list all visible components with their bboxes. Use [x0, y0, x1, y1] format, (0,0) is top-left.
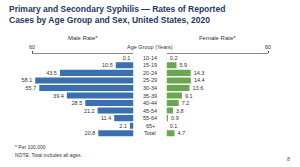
svg-text:15-19: 15-19 [143, 62, 157, 68]
svg-text:Male Rate*: Male Rate* [68, 35, 98, 41]
svg-text:45-54: 45-54 [143, 108, 157, 114]
svg-text:43.5: 43.5 [46, 70, 57, 76]
svg-text:11.4: 11.4 [101, 115, 111, 121]
svg-text:* Per 100,000: * Per 100,000 [15, 144, 46, 150]
svg-text:0.1: 0.1 [123, 55, 131, 61]
svg-text:0.1: 0.1 [170, 123, 178, 129]
svg-text:0.2: 0.2 [170, 55, 178, 61]
svg-text:2.1: 2.1 [119, 123, 127, 129]
svg-text:25-29: 25-29 [143, 77, 157, 83]
svg-text:35-39: 35-39 [143, 93, 157, 99]
svg-text:40-44: 40-44 [143, 100, 157, 106]
svg-text:0.9: 0.9 [171, 115, 179, 121]
svg-text:20.8: 20.8 [85, 130, 96, 136]
svg-text:5.9: 5.9 [180, 62, 188, 68]
svg-text:58.1: 58.1 [21, 77, 32, 83]
svg-text:21.2: 21.2 [84, 108, 95, 114]
svg-text:55-64: 55-64 [143, 115, 157, 121]
svg-text:14.3: 14.3 [194, 70, 205, 76]
svg-text:NOTE: Total includes all ages.: NOTE: Total includes all ages. [15, 152, 82, 158]
svg-text:13.6: 13.6 [193, 85, 204, 91]
svg-text:10-14: 10-14 [143, 55, 157, 61]
svg-text:7.2: 7.2 [182, 100, 190, 106]
svg-text:28.5: 28.5 [72, 100, 83, 106]
svg-text:Primary and Secondary Syphilis: Primary and Secondary Syphilis — Rates o… [9, 4, 225, 25]
svg-text:10.5: 10.5 [102, 62, 113, 68]
svg-text:55.7: 55.7 [26, 85, 37, 91]
svg-text:Total: Total [144, 130, 156, 136]
svg-text:14.4: 14.4 [194, 77, 205, 83]
svg-text:4.7: 4.7 [177, 130, 185, 136]
svg-text:60: 60 [265, 44, 271, 50]
svg-text:65+: 65+ [146, 123, 155, 129]
svg-text:20-24: 20-24 [143, 70, 157, 76]
svg-text:8: 8 [287, 156, 290, 162]
svg-text:30-34: 30-34 [143, 85, 157, 91]
svg-text:60: 60 [29, 44, 35, 50]
svg-text:9.1: 9.1 [185, 93, 193, 99]
svg-text:Age Group (Years): Age Group (Years) [127, 44, 173, 50]
svg-text:Female Rate*: Female Rate* [199, 35, 236, 41]
svg-text:39.4: 39.4 [53, 93, 64, 99]
svg-text:3.8: 3.8 [176, 108, 184, 114]
